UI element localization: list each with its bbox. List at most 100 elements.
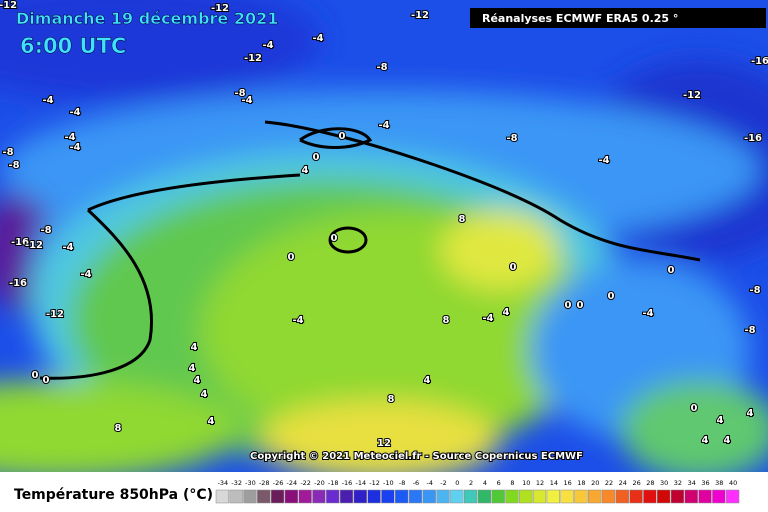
- legend-tick-label: 20: [591, 479, 599, 487]
- contour-label: -4: [62, 242, 73, 253]
- legend-swatch: [422, 489, 436, 504]
- contour-label: 4: [724, 435, 731, 446]
- contour-label: -12: [46, 309, 64, 320]
- legend-tick-label: 30: [660, 479, 668, 487]
- contour-label: 4: [201, 389, 208, 400]
- contour-label: -12: [211, 3, 229, 14]
- legend-swatch: [381, 489, 395, 504]
- contour-label: -12: [411, 10, 429, 21]
- legend-tick-label: -28: [259, 479, 270, 487]
- contour-label: 4: [189, 363, 196, 374]
- contour-label: -8: [749, 285, 760, 296]
- legend-swatch: [243, 489, 257, 504]
- legend-tick-label: -24: [287, 479, 298, 487]
- contour-label: -12: [683, 90, 701, 101]
- legend-tick-label: -32: [231, 479, 242, 487]
- legend-swatch: [725, 489, 740, 504]
- contour-label: 0: [339, 131, 346, 142]
- contour-label: -4: [642, 308, 653, 319]
- legend-swatch: [284, 489, 298, 504]
- contour-label: -12: [244, 53, 262, 64]
- contour-label: 12: [377, 438, 391, 449]
- date: Dimanche 19 décembre 2021: [16, 9, 278, 28]
- contour-label: -4: [69, 107, 80, 118]
- contour-label: -16: [11, 237, 29, 248]
- legend-swatch: [353, 489, 367, 504]
- legend: -34 -32 -30 -28 -26 -24 -22 -20 -18 -16 -14 -12 -10-…: [215, 479, 740, 504]
- legend-swatch: [450, 489, 464, 504]
- legend-tick-label: -12: [369, 479, 380, 487]
- contour-label: 8: [459, 214, 466, 225]
- contour-label: 0: [608, 291, 615, 302]
- source: Réanalyses ECMWF ERA5 0.25 °: [482, 12, 678, 25]
- legend-swatch: [463, 489, 478, 504]
- contour-label: 0: [577, 300, 584, 311]
- legend-tick-label: 8: [510, 479, 514, 487]
- contour-label: 0: [668, 265, 675, 276]
- contour-label: -4: [69, 142, 80, 153]
- source-box: [470, 8, 766, 28]
- contour-label: -16: [744, 133, 762, 144]
- contour-label: -12: [0, 0, 17, 11]
- contour-label: -4: [64, 132, 75, 143]
- legend-title: Température 850hPa (°C): [14, 487, 213, 503]
- legend-tick-label: 34: [688, 479, 696, 487]
- legend-swatch: [326, 489, 340, 504]
- legend-tick-label: 2: [469, 479, 473, 487]
- legend-swatch: [298, 489, 312, 504]
- legend-swatch: [367, 489, 381, 504]
- legend-swatch: [505, 489, 519, 504]
- contour-label: 4: [194, 375, 201, 386]
- contour-label: -4: [378, 120, 389, 131]
- contour-label: -4: [482, 313, 493, 324]
- contour-label: -4: [241, 95, 252, 106]
- legend-tick-label: -2: [440, 479, 446, 487]
- legend-swatch: [546, 489, 560, 504]
- contour-label: -8: [234, 88, 245, 99]
- contour-label: -8: [376, 62, 387, 73]
- time: 6:00 UTC: [20, 34, 126, 58]
- contour-label: 4: [503, 307, 510, 318]
- contour-label: -8: [40, 225, 51, 236]
- contour-label: 4: [302, 165, 309, 176]
- legend-swatch: [519, 489, 533, 504]
- contour-label: 0: [43, 375, 50, 386]
- legend-tick-label: 24: [619, 479, 627, 487]
- legend-tick-label: -34: [218, 479, 229, 487]
- legend-swatch: [712, 489, 726, 504]
- legend-swatch: [270, 489, 285, 504]
- legend-tick-label: -4: [426, 479, 432, 487]
- legend-tick-label: 10: [522, 479, 530, 487]
- contour-label: -16: [751, 56, 768, 67]
- legend-swatch: [491, 489, 505, 504]
- legend-swatch: [257, 489, 271, 504]
- legend-tick-label: 0: [455, 479, 459, 487]
- contour-label: 4: [702, 435, 709, 446]
- legend-tick-label: 4: [483, 479, 487, 487]
- legend-tick-label: -8: [399, 479, 405, 487]
- copyright: Copyright © 2021 Meteociel.fr - Source C…: [250, 451, 583, 462]
- legend-tick-label: 22: [605, 479, 613, 487]
- contour-label: -4: [598, 155, 609, 166]
- temperature-field: [0, 0, 768, 480]
- contour-label: -8: [2, 147, 13, 158]
- contour-label: 0: [288, 252, 295, 263]
- contour-label: 0: [691, 403, 698, 414]
- contour-label: 4: [208, 416, 215, 427]
- legend-swatch: [588, 489, 602, 504]
- legend-tick-label: -30: [245, 479, 256, 487]
- contour-label: 4: [747, 408, 754, 419]
- legend-swatch: [601, 489, 616, 504]
- legend-swatch: [560, 489, 574, 504]
- legend-swatch: [684, 489, 698, 504]
- legend-swatch: [629, 489, 643, 504]
- legend-swatch: [532, 489, 547, 504]
- legend-swatch: [312, 489, 326, 504]
- contour-label: -16: [9, 278, 27, 289]
- legend-tick-label: 28: [646, 479, 654, 487]
- contour-label: 4: [717, 415, 724, 426]
- legend-tick-label: -16: [342, 479, 353, 487]
- legend-swatch: [574, 489, 588, 504]
